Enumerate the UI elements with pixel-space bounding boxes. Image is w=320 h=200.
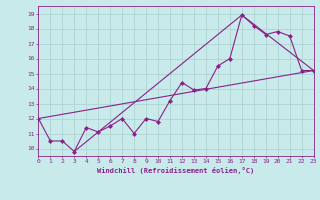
X-axis label: Windchill (Refroidissement éolien,°C): Windchill (Refroidissement éolien,°C) [97, 167, 255, 174]
